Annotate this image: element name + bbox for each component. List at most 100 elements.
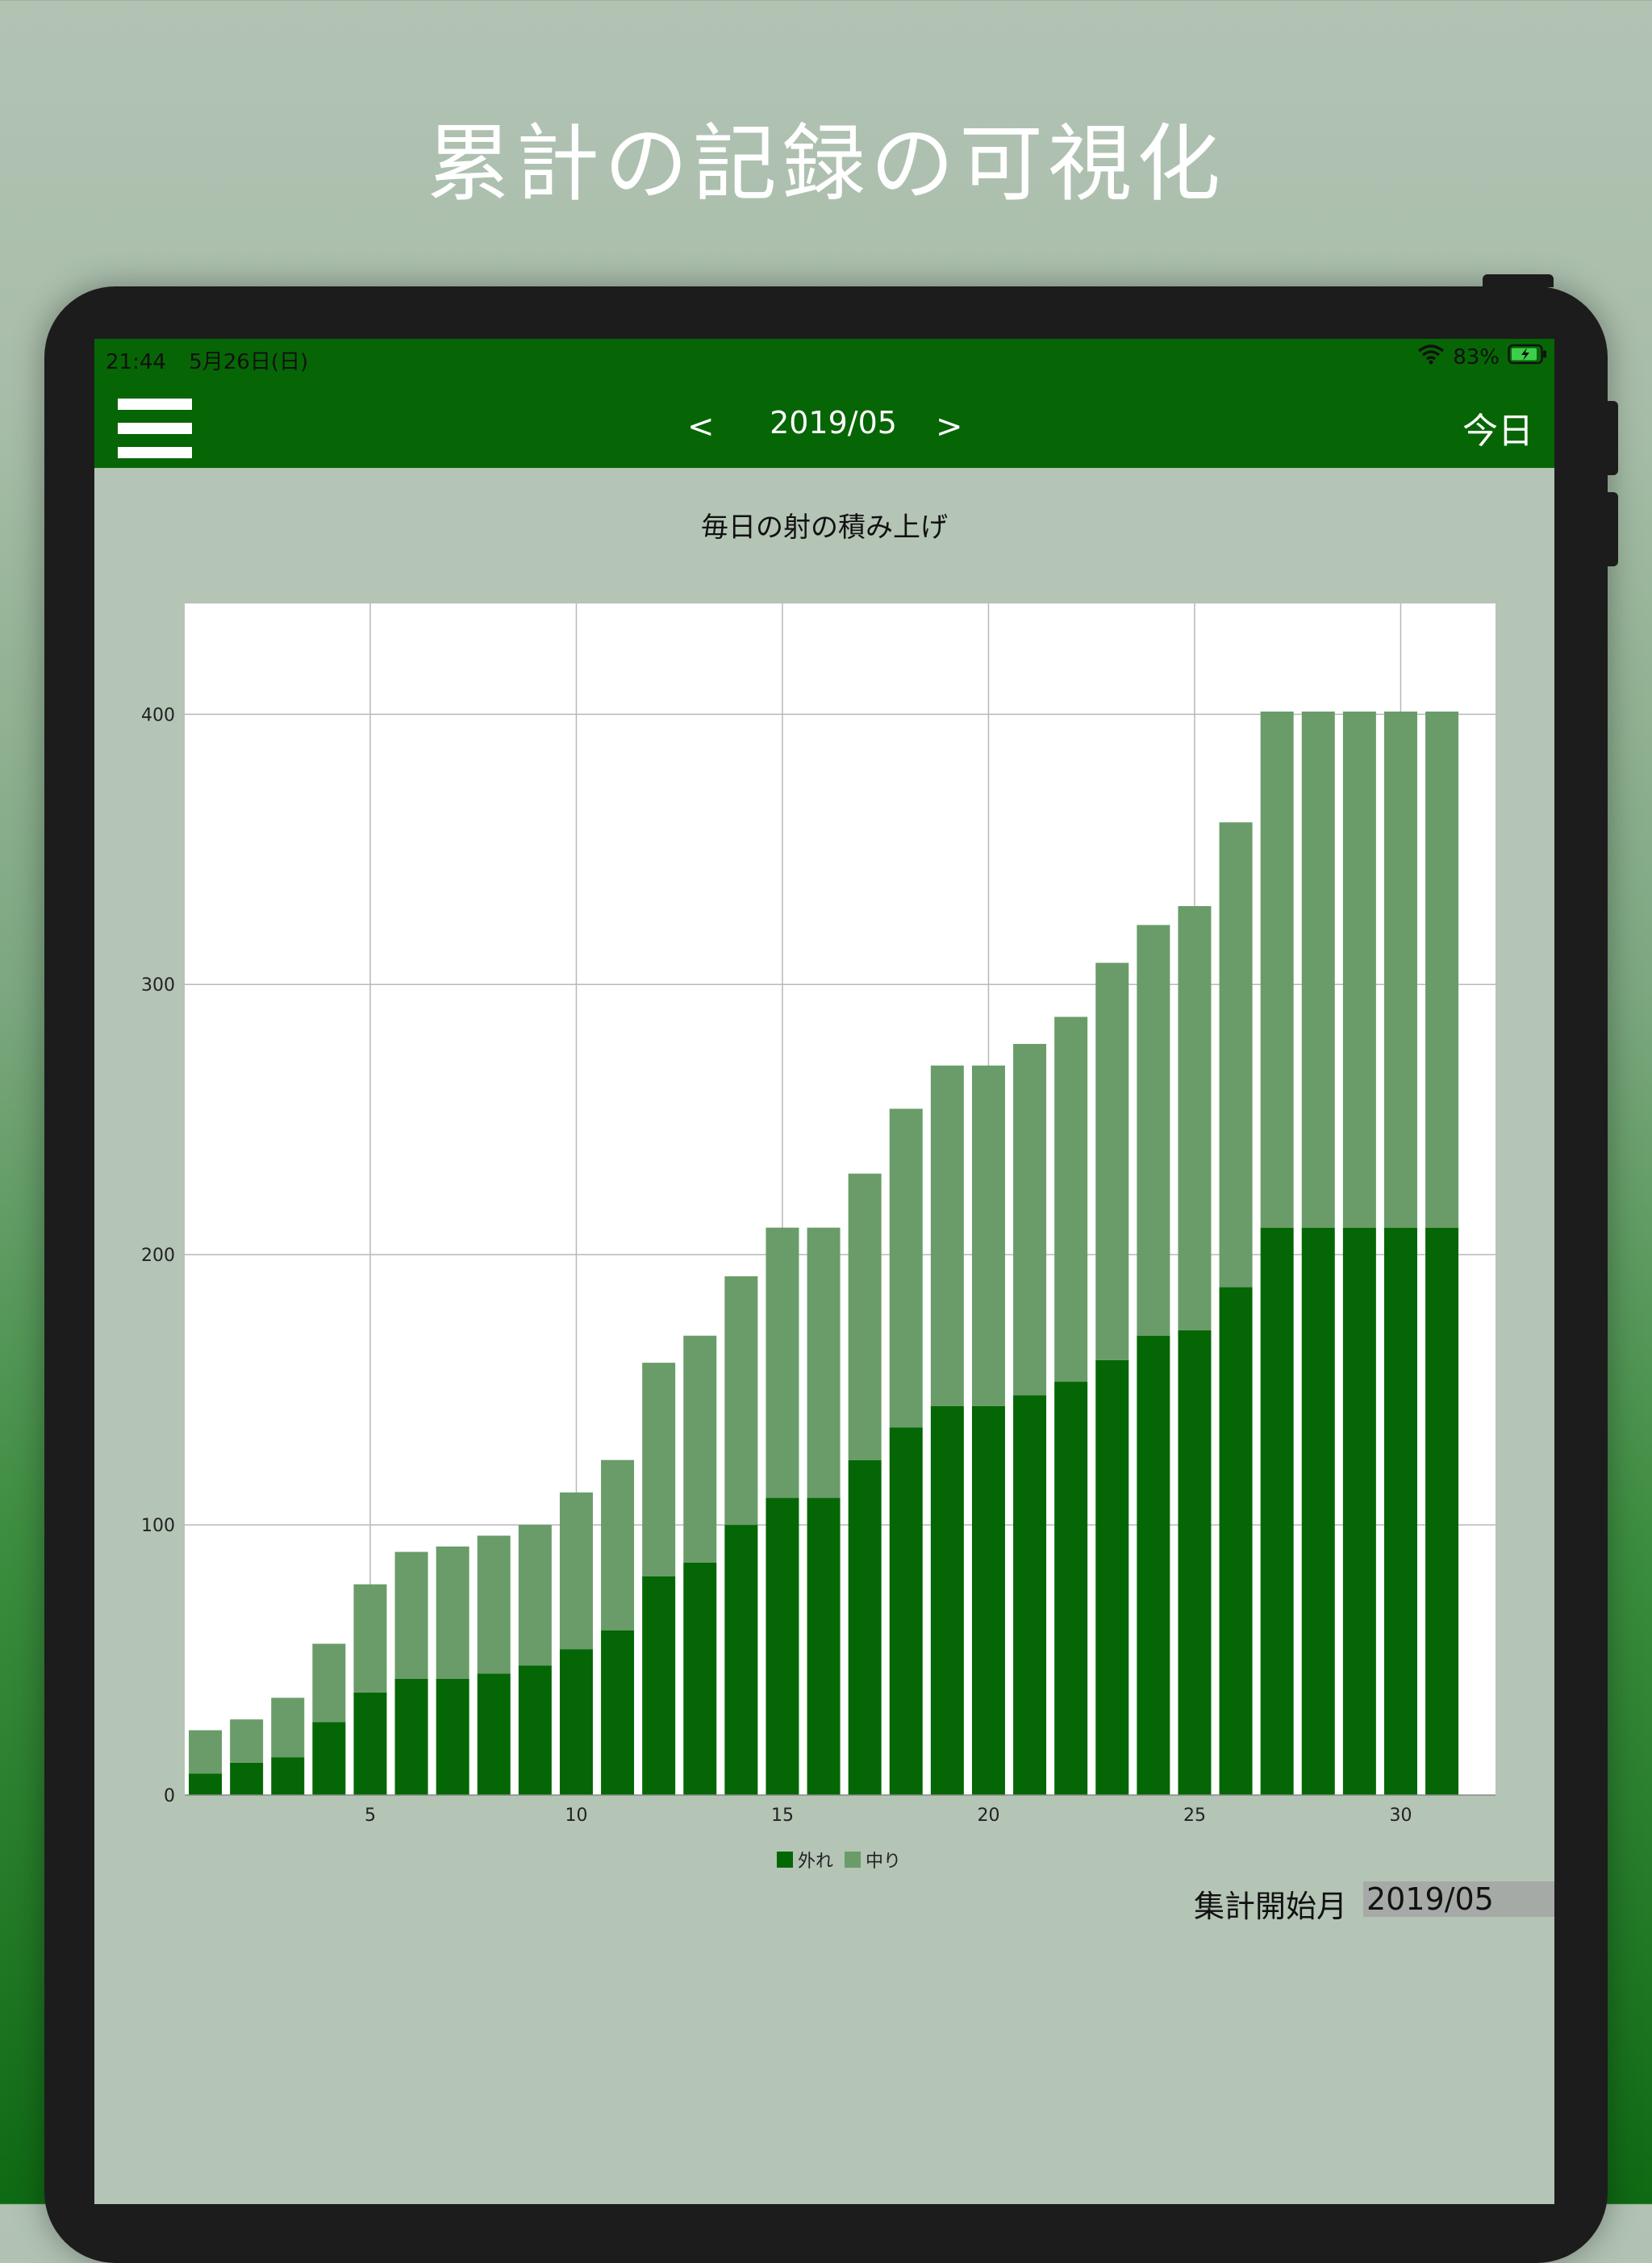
bar-segment-hit [436,1546,469,1679]
bar-segment-miss [724,1525,758,1795]
wifi-icon [1417,344,1445,370]
bar-segment-miss [518,1665,552,1795]
x-tick-label: 15 [771,1806,794,1826]
bar-segment-miss [477,1673,511,1795]
bar-segment-hit [518,1525,552,1666]
bar-segment-hit [1219,822,1253,1288]
bar-segment-hit [807,1227,841,1498]
x-tick-label: 30 [1389,1806,1412,1826]
bar-segment-hit [559,1492,593,1650]
legend-swatch-hit [845,1852,861,1868]
bar-segment-miss [1219,1287,1253,1795]
y-tick-label: 0 [164,1786,175,1806]
y-tick-label: 400 [141,705,175,725]
bar-segment-miss [1178,1330,1212,1795]
bar-segment-hit [601,1459,635,1630]
start-month-label: 集計開始月 [1194,1889,1348,1924]
bar-segment-miss [312,1722,346,1795]
status-time: 21:44 [106,350,166,374]
bar-segment-miss [394,1678,428,1795]
bar-segment-miss [930,1405,964,1795]
bar-segment-miss [971,1405,1005,1795]
bar-segment-hit [930,1065,964,1406]
headline: 累計の記録の可視化 [426,115,1225,213]
battery-percent: 83% [1453,344,1500,370]
bar-segment-miss [807,1497,841,1795]
current-month: 2019/05 [770,405,897,440]
bar-segment-hit [1301,711,1335,1228]
bar-segment-hit [724,1276,758,1526]
x-tick-label: 25 [1183,1806,1206,1826]
bar-segment-miss [766,1497,799,1795]
legend-label-miss: 外れ [798,1852,834,1872]
bar-segment-miss [1013,1395,1047,1795]
status-date: 5月26日(日) [189,350,309,374]
hamburger-menu-icon[interactable] [118,399,192,463]
bar-segment-hit [848,1173,882,1460]
bar-segment-miss [353,1692,387,1795]
bar-segment-hit [1342,711,1376,1228]
bar-segment-hit [971,1065,1005,1406]
bar-segment-miss [271,1757,305,1795]
nav-bar: < 2019/05 > 今日 [94,376,1554,468]
bar-segment-hit [271,1697,305,1758]
bar-segment-hit [683,1335,717,1563]
status-clock: 21:44 5月26日(日) [106,345,308,375]
bar-segment-hit [1054,1017,1088,1382]
bar-segment-hit [189,1730,223,1774]
top-button [1483,274,1554,287]
bar-segment-hit [230,1719,264,1763]
bar-segment-miss [1095,1359,1129,1795]
bar-segment-miss [1054,1381,1088,1795]
bar-segment-miss [1342,1227,1376,1795]
x-tick-label: 10 [565,1806,587,1826]
app-screen: 21:44 5月26日(日) 83% [94,339,1554,2204]
bar-segment-miss [642,1576,676,1795]
bar-segment-miss [683,1562,717,1795]
bar-segment-miss [1425,1227,1459,1795]
bar-segment-miss [1260,1227,1294,1795]
bar-segment-miss [189,1773,223,1795]
bar-segment-miss [559,1649,593,1795]
volume-up-button [1607,401,1618,475]
bar-segment-miss [889,1427,923,1795]
start-month-input[interactable]: 2019/05 [1363,1881,1554,1917]
bar-segment-hit [1260,711,1294,1228]
bar-segment-miss [601,1630,635,1795]
bar-segment-miss [1137,1335,1170,1795]
chart-legend: 外れ 中り [777,1847,901,1873]
bar-segment-hit [1425,711,1459,1228]
bar-segment-hit [1137,925,1170,1336]
bar-segment-hit [1013,1043,1047,1396]
chart-title: 毎日の射の積み上げ [701,511,948,544]
bar-segment-hit [312,1643,346,1722]
battery-icon [1508,344,1548,370]
volume-down-button [1607,492,1618,566]
today-button[interactable]: 今日 [1462,411,1533,452]
y-tick-label: 300 [141,975,175,996]
status-bar: 21:44 5月26日(日) 83% [94,339,1554,376]
bar-segment-hit [394,1551,428,1679]
status-indicators: 83% [1417,344,1548,370]
bar-segment-miss [848,1459,882,1795]
legend-swatch-miss [777,1852,793,1868]
y-tick-label: 100 [141,1516,175,1536]
bar-segment-miss [1383,1227,1417,1795]
legend-label-hit: 中り [866,1852,902,1872]
y-tick-label: 200 [141,1246,175,1266]
next-month-button[interactable]: > [936,408,963,445]
bar-segment-hit [353,1584,387,1693]
bar-segment-hit [642,1363,676,1576]
x-tick-label: 20 [977,1806,999,1826]
bar-segment-miss [230,1762,264,1795]
bar-segment-hit [1178,906,1212,1330]
bar-segment-hit [477,1535,511,1674]
bar-segment-hit [766,1227,799,1498]
prev-month-button[interactable]: < [687,408,715,445]
bar-segment-hit [1383,711,1417,1228]
bar-segment-miss [436,1678,469,1795]
cumulative-bar-chart: 0 100 200 300 400 5 10 15 20 25 30 [141,603,1496,1826]
bar-segment-hit [1095,962,1129,1360]
bar-segment-hit [889,1109,923,1428]
bar-segment-miss [1301,1227,1335,1795]
